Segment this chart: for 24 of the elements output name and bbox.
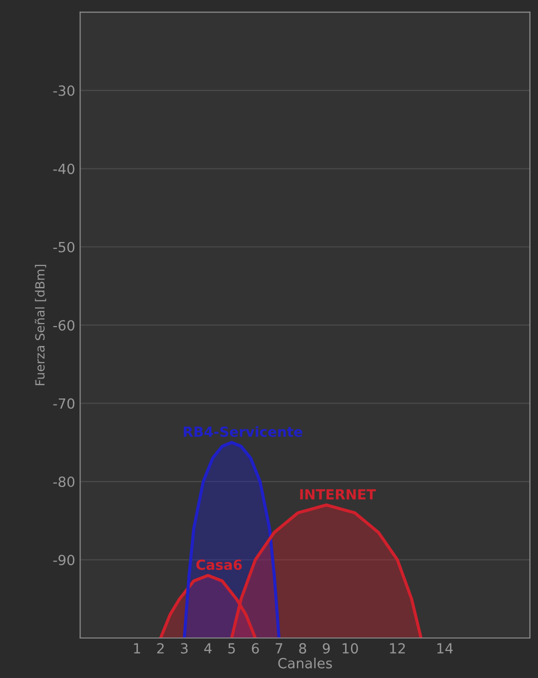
x-tick-label: 5 [228, 643, 235, 654]
x-tick-label: 12 [390, 643, 405, 654]
x-tick-label: 14 [437, 643, 453, 654]
x-tick-label: 8 [299, 643, 306, 654]
y-axis-title: Fuerza Señal [dBm] [34, 264, 46, 386]
x-tick-label: 1 [134, 643, 140, 654]
x-tick-label: 2 [157, 643, 164, 654]
y-tick-label: -60 [53, 320, 74, 331]
y-tick-label: -80 [53, 476, 74, 488]
x-tick-label: 6 [252, 643, 259, 654]
series-label: RB4-Servicente [184, 426, 302, 437]
x-tick-label: 4 [204, 643, 212, 654]
x-tick-label: 10 [342, 643, 358, 654]
x-tick-label: 3 [180, 643, 188, 654]
x-axis-title: Canales [278, 658, 332, 668]
y-tick-label: -40 [53, 164, 74, 174]
y-tick-label: -50 [53, 242, 74, 252]
series-label: INTERNET [300, 489, 376, 500]
y-tick-label: -90 [53, 554, 74, 566]
x-tick-label: 9 [322, 643, 330, 654]
y-tick-label: -70 [53, 398, 74, 409]
series-label: Casa6 [196, 559, 242, 570]
x-tick-label: 7 [276, 643, 282, 654]
y-tick-label: -30 [53, 85, 74, 96]
